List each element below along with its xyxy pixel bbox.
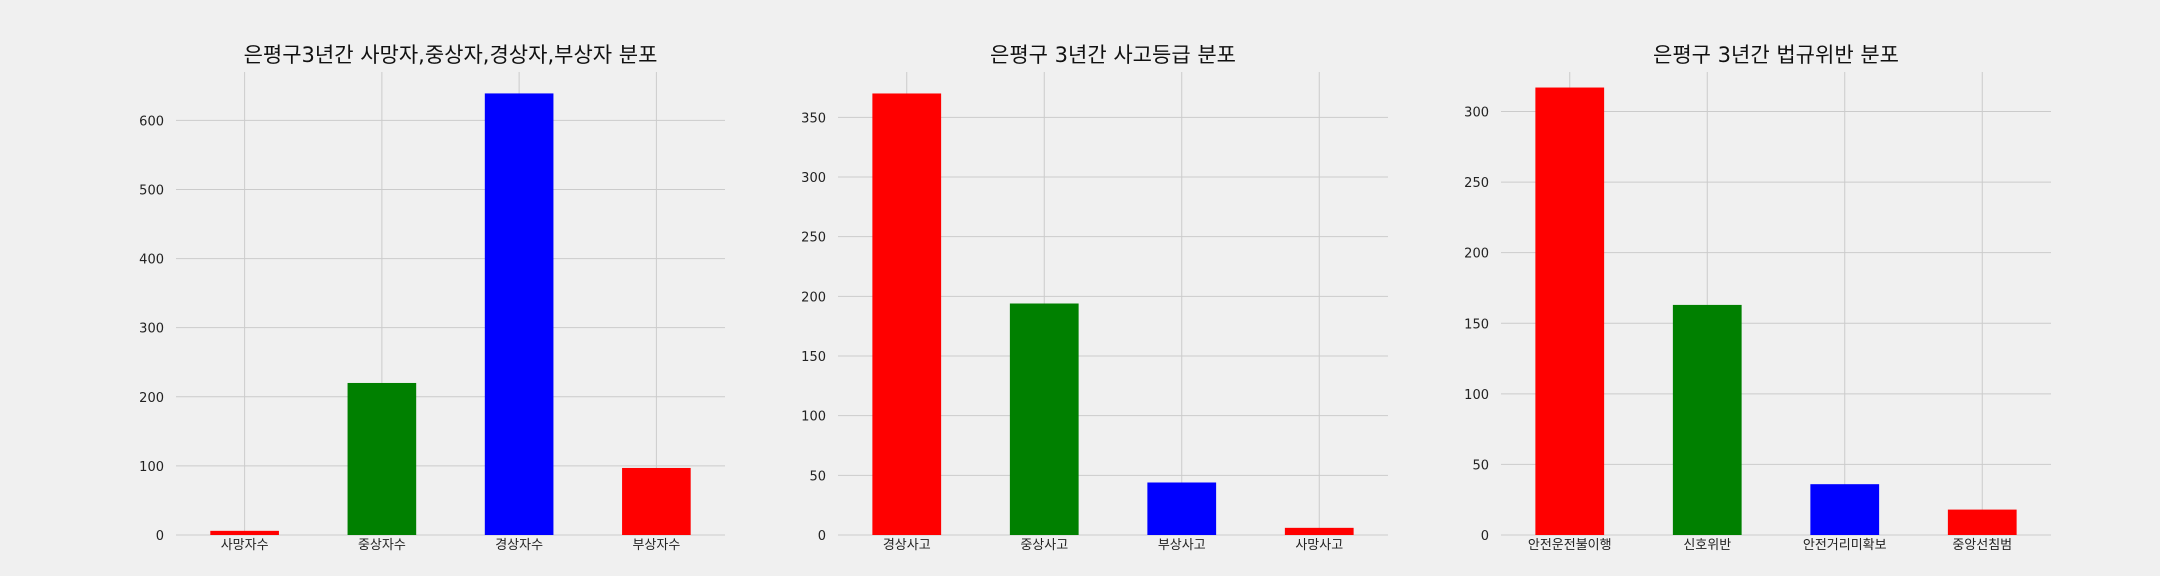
y-tick-label: 200	[801, 290, 826, 305]
bar	[872, 93, 941, 535]
bar	[485, 93, 554, 535]
x-tick-label: 안전거리미확보	[1803, 538, 1887, 553]
y-tick-label: 200	[139, 391, 164, 406]
y-tick-label: 600	[139, 114, 164, 129]
bar	[348, 383, 417, 535]
y-tick-label: 50	[809, 469, 826, 484]
x-tick-label: 신호위반	[1683, 538, 1731, 553]
y-tick-label: 400	[139, 253, 164, 268]
y-tick-label: 0	[1481, 529, 1489, 544]
y-tick-label: 100	[1464, 388, 1489, 403]
y-tick-label: 0	[818, 529, 826, 544]
x-tick-label: 경상자수	[495, 538, 543, 553]
bar	[1147, 482, 1216, 535]
x-tick-label: 부상사고	[1158, 538, 1206, 553]
y-tick-label: 500	[139, 183, 164, 198]
x-tick-label: 안전운전불이행	[1528, 537, 1612, 553]
chart-accident-grade-distribution: 은평구 3년간 사고등급 분포 0 50 100 150 200 250 300 350 경상사…	[801, 43, 1388, 553]
bar	[1535, 88, 1604, 535]
bar	[1810, 484, 1879, 535]
chart-violation-distribution: 은평구 3년간 법규위반 분포 0 50 100 150 200 250 300 안전운전불이…	[1464, 43, 2051, 553]
x-tick-label: 사망사고	[1295, 538, 1343, 553]
chart-title: 은평구3년간 사망자,중상자,경상자,부상자 분포	[244, 43, 658, 67]
bar	[1673, 305, 1742, 535]
y-tick-label: 0	[156, 529, 164, 544]
grid	[176, 72, 725, 535]
bar	[1010, 304, 1079, 536]
bar	[210, 531, 279, 535]
y-tick-label: 300	[1464, 106, 1489, 121]
y-tick-label: 300	[801, 171, 826, 186]
y-tick-label: 300	[139, 322, 164, 337]
bar	[1285, 528, 1354, 535]
y-tick-label: 150	[1464, 317, 1489, 332]
y-tick-label: 100	[139, 460, 164, 475]
bar	[1948, 510, 2017, 535]
y-tick-label: 250	[1464, 176, 1489, 191]
y-tick-label: 250	[801, 231, 826, 246]
chart-title: 은평구 3년간 법규위반 분포	[1653, 43, 1899, 67]
y-tick-label: 350	[801, 111, 826, 126]
x-tick-label: 경상사고	[883, 538, 931, 553]
y-tick-label: 200	[1464, 247, 1489, 262]
x-tick-label: 사망자수	[221, 538, 269, 553]
x-tick-label: 중상자수	[358, 538, 406, 553]
x-tick-label: 부상자수	[632, 538, 680, 553]
bar	[622, 468, 691, 535]
chart-title: 은평구 3년간 사고등급 분포	[990, 43, 1236, 67]
y-tick-label: 50	[1472, 458, 1489, 473]
x-tick-label: 중앙선침범	[1952, 538, 2012, 553]
chart-casualty-distribution: 은평구3년간 사망자,중상자,경상자,부상자 분포 0 100 200 300 400 5…	[139, 43, 725, 553]
y-tick-label: 150	[801, 350, 826, 365]
y-tick-label: 100	[801, 410, 826, 425]
x-tick-label: 중상사고	[1020, 538, 1068, 553]
